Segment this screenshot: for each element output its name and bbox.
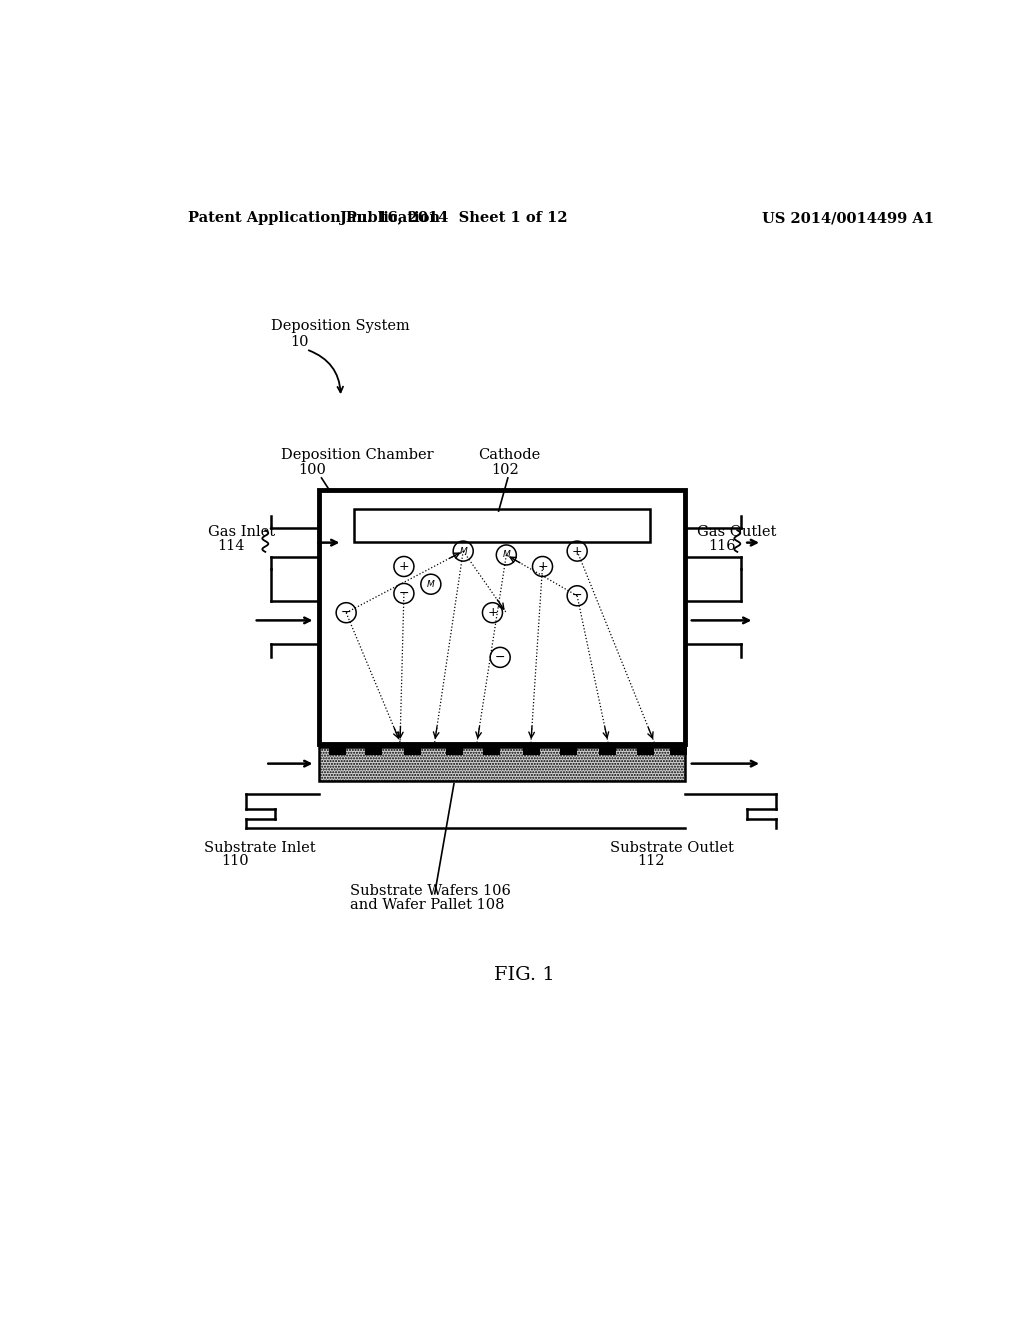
Text: Substrate Inlet: Substrate Inlet: [204, 841, 315, 854]
Text: −: −: [572, 589, 583, 602]
Text: Patent Application Publication: Patent Application Publication: [188, 211, 440, 226]
Text: Jan. 16, 2014  Sheet 1 of 12: Jan. 16, 2014 Sheet 1 of 12: [340, 211, 567, 226]
Text: Substrate Wafers 106: Substrate Wafers 106: [350, 884, 511, 899]
Text: +: +: [571, 545, 583, 557]
Text: +: +: [398, 560, 410, 573]
Bar: [354, 508, 650, 543]
Text: M: M: [427, 579, 435, 589]
Bar: [670, 747, 686, 755]
Bar: [403, 747, 421, 755]
Bar: [319, 747, 685, 780]
Bar: [446, 747, 463, 755]
Text: 110: 110: [221, 854, 249, 867]
Bar: [483, 747, 500, 755]
Text: +: +: [538, 560, 548, 573]
Text: 116: 116: [708, 539, 735, 553]
Text: M: M: [503, 550, 510, 560]
Text: Gas Outlet: Gas Outlet: [696, 525, 776, 539]
Text: 10: 10: [290, 335, 308, 348]
Text: 100: 100: [298, 463, 327, 478]
Text: 114: 114: [217, 539, 245, 553]
Text: Cathode: Cathode: [478, 447, 541, 462]
Bar: [523, 747, 541, 755]
Text: −: −: [495, 651, 506, 664]
Text: US 2014/0014499 A1: US 2014/0014499 A1: [762, 211, 934, 226]
Bar: [330, 747, 346, 755]
Text: Gas Inlet: Gas Inlet: [208, 525, 274, 539]
Text: FIG. 1: FIG. 1: [495, 966, 555, 983]
Text: +: +: [487, 606, 498, 619]
Bar: [366, 747, 382, 755]
Text: 102: 102: [490, 463, 519, 478]
Text: and Wafer Pallet 108: and Wafer Pallet 108: [350, 899, 505, 912]
Text: Substrate Outlet: Substrate Outlet: [609, 841, 733, 854]
Text: Deposition System: Deposition System: [271, 319, 411, 333]
Text: −: −: [398, 587, 410, 601]
Text: M: M: [460, 546, 467, 556]
Bar: [599, 747, 615, 755]
Bar: [637, 747, 654, 755]
Text: Deposition Chamber: Deposition Chamber: [281, 447, 433, 462]
Bar: [319, 490, 685, 743]
Text: −: −: [341, 606, 351, 619]
Bar: [560, 747, 578, 755]
Text: 112: 112: [637, 854, 665, 867]
